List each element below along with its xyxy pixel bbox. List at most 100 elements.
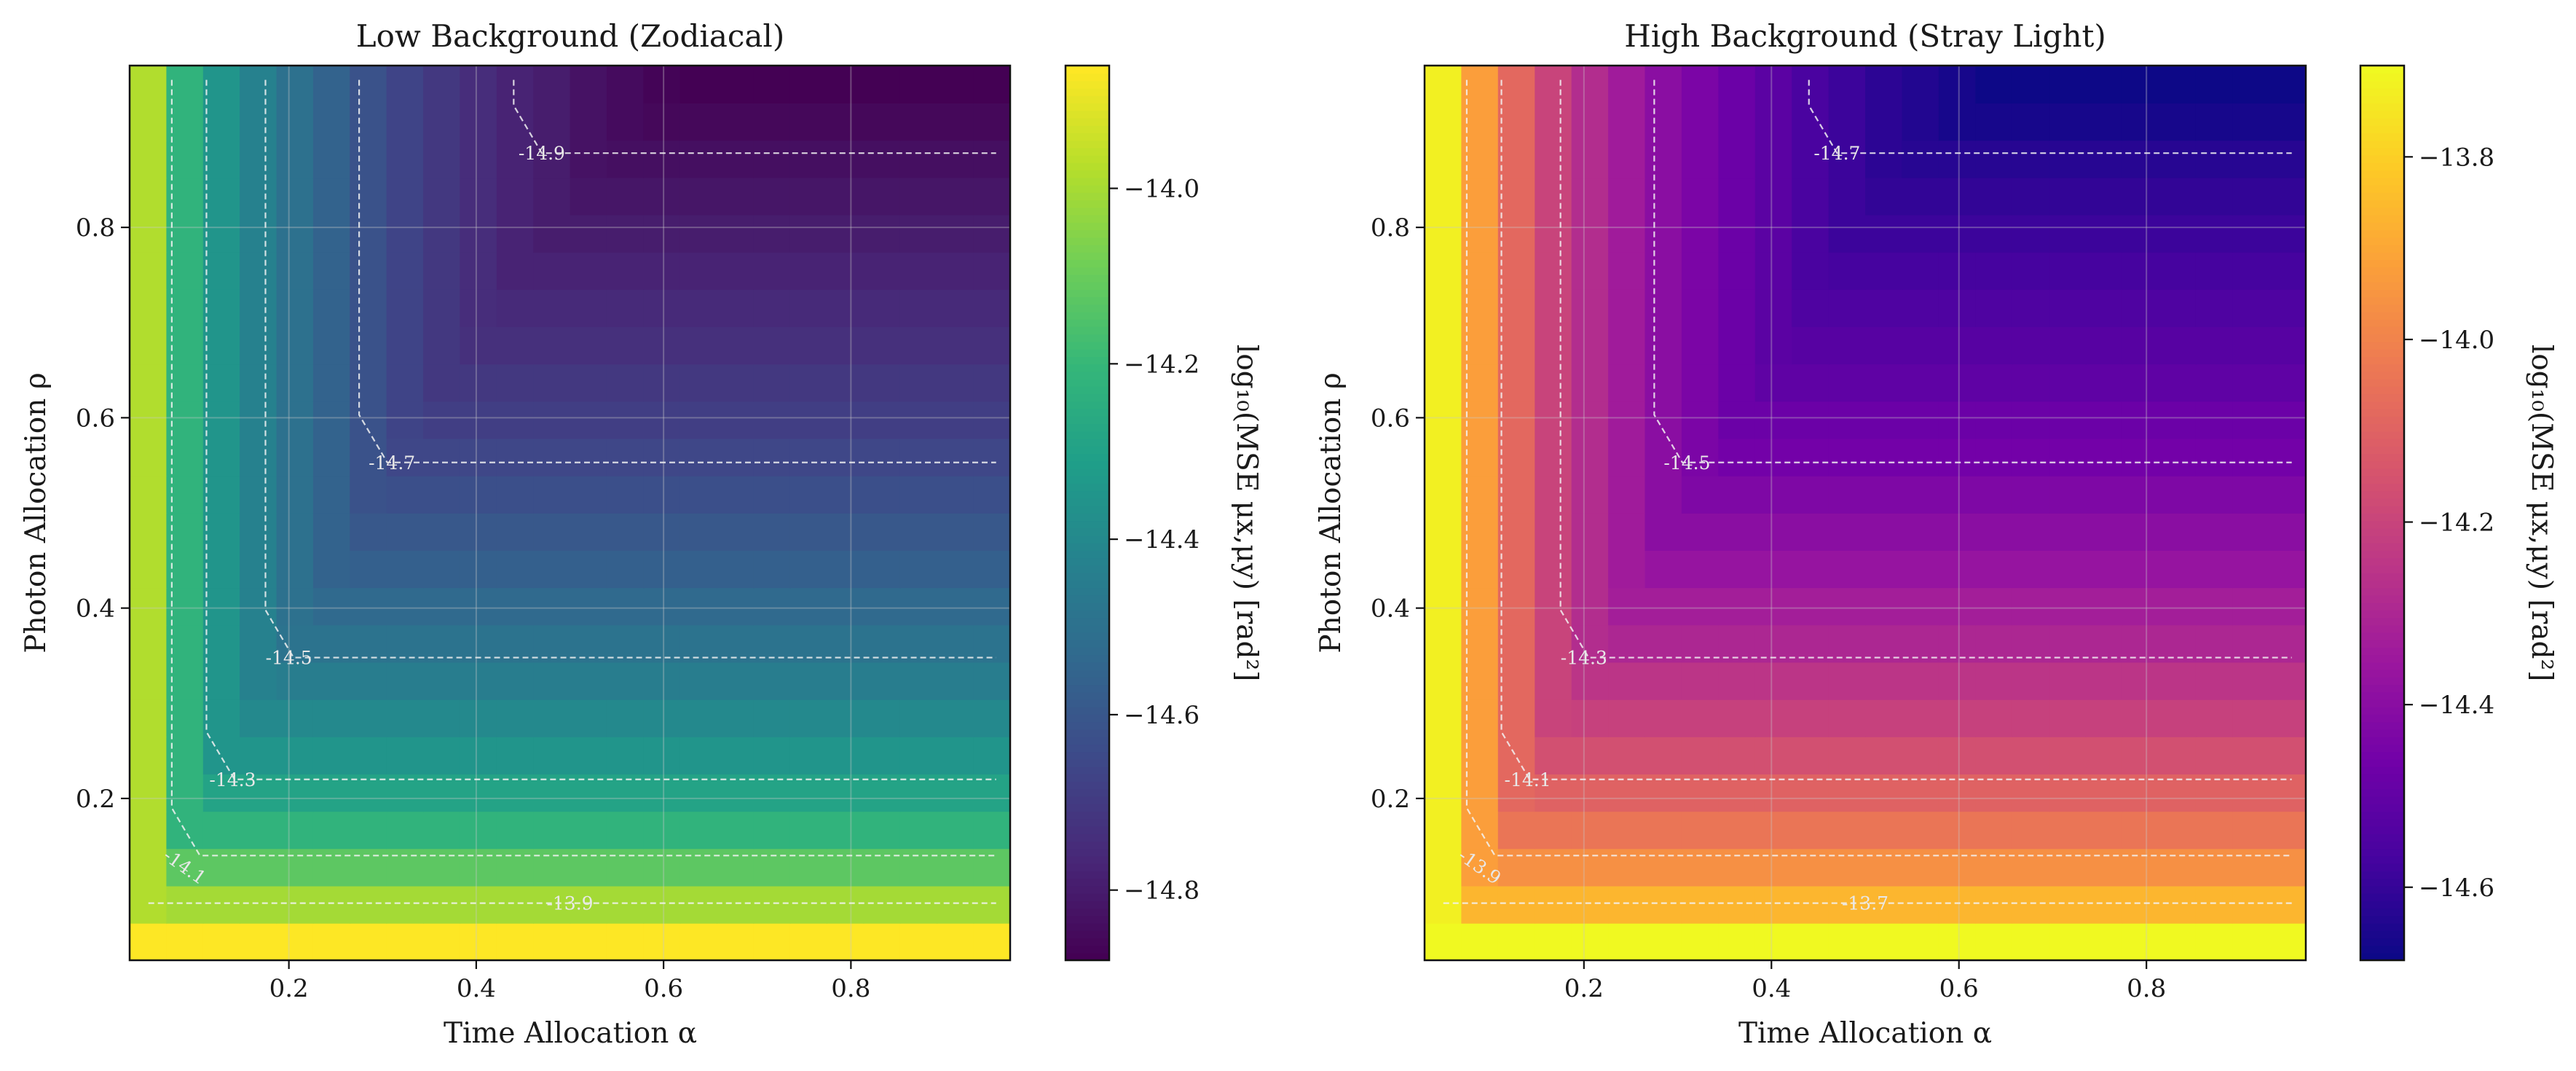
heatmap-cell (1865, 438, 1903, 476)
heatmap-cell (1792, 922, 1829, 961)
heatmap-cell (1754, 475, 1792, 514)
colorbar-swatch (2360, 490, 2404, 499)
heatmap-cell (2049, 401, 2087, 439)
heatmap-cell (827, 513, 864, 551)
colorbar-swatch (2360, 945, 2404, 954)
heatmap-cell (1828, 214, 1866, 253)
heatmap-cell (717, 922, 755, 961)
heatmap-cell (1645, 140, 1682, 178)
heatmap-cell (973, 103, 1011, 141)
axis-ticks: 0.2 0.4 0.6 0.8 0.2 0.4 0.6 0.8 (1371, 213, 2166, 1003)
heatmap-cell (1902, 364, 1939, 402)
colorbar-swatch (2360, 162, 2404, 171)
heatmap-cell (643, 364, 681, 402)
heatmap-cell (973, 811, 1011, 850)
heatmap-cell (717, 66, 755, 103)
heatmap-cell (1975, 811, 2013, 850)
heatmap-cell (937, 811, 974, 850)
heatmap-cell (1938, 214, 1976, 253)
heatmap-cell (1902, 885, 1939, 924)
heatmap-cell (423, 662, 461, 700)
heatmap-cell (827, 662, 864, 700)
heatmap-cell (753, 662, 791, 700)
heatmap-cell (1938, 326, 1976, 365)
heatmap-cell (827, 587, 864, 626)
heatmap-cell (2049, 811, 2087, 850)
heatmap-cell (606, 475, 645, 514)
heatmap-cell (570, 103, 607, 141)
heatmap-cell (1497, 699, 1535, 737)
colorbar-tick-label: −13.8 (2419, 143, 2494, 172)
heatmap-cell (2269, 922, 2307, 961)
heatmap-cell (570, 251, 607, 290)
heatmap-cell (570, 364, 607, 402)
heatmap-cell (1681, 811, 1720, 850)
heatmap-cell (1792, 66, 1829, 103)
heatmap-cell (1425, 438, 1462, 476)
heatmap-cell (606, 140, 645, 178)
heatmap-cell (937, 438, 974, 476)
heatmap-cell (973, 922, 1011, 961)
heatmap-cell (2159, 922, 2197, 961)
heatmap-cell (1425, 326, 1462, 365)
heatmap-cell (2122, 401, 2160, 439)
heatmap-cell (2159, 587, 2197, 626)
heatmap-cell (350, 66, 387, 103)
heatmap-cell (2012, 737, 2049, 774)
heatmap-cell (606, 438, 645, 476)
colorbar-swatch (1066, 483, 1109, 492)
heatmap-cell (240, 438, 277, 476)
colorbar-swatch (1066, 714, 1109, 723)
heatmap-cell (2232, 401, 2270, 439)
heatmap-cell (899, 401, 938, 439)
heatmap-cell (1792, 326, 1829, 365)
heatmap-cell (2159, 550, 2197, 589)
heatmap-cell (202, 177, 240, 216)
colorbar-swatch (2360, 901, 2404, 909)
heatmap-cell (350, 140, 387, 178)
heatmap-cell (937, 475, 974, 514)
colorbar-swatch (2360, 938, 2404, 946)
heatmap-cell (2085, 66, 2123, 103)
heatmap-cell (130, 737, 168, 774)
heatmap-cell (2122, 662, 2160, 700)
colorbar-swatch (2360, 721, 2404, 730)
heatmap-cell (460, 885, 497, 924)
heatmap-cell (1902, 587, 1939, 626)
heatmap-cell (276, 811, 314, 850)
heatmap-cell (202, 811, 240, 850)
heatmap-cell (1425, 922, 1462, 961)
colorbar-swatch (2360, 848, 2404, 857)
heatmap-cell (2049, 922, 2087, 961)
heatmap-cell (753, 699, 791, 737)
heatmap-cell (789, 251, 827, 290)
heatmap-cell (2049, 885, 2087, 924)
colorbar-swatch (2360, 393, 2404, 402)
heatmap-cell (276, 103, 314, 141)
heatmap-cell (386, 922, 424, 961)
colorbar-swatch (1066, 535, 1109, 544)
colorbar-swatch (2360, 602, 2404, 611)
heatmap-cell (423, 737, 461, 774)
heatmap-cell (680, 140, 717, 178)
heatmap-cell (1828, 66, 1866, 103)
heatmap-cell (2269, 140, 2307, 178)
heatmap-cell (827, 177, 864, 216)
heatmap-cell (423, 550, 461, 589)
colorbar-swatch (2360, 930, 2404, 939)
colorbar-swatch (2360, 237, 2404, 246)
heatmap-cell (1718, 438, 1756, 476)
heatmap-cell (2085, 475, 2123, 514)
heatmap-cell (130, 289, 168, 327)
heatmap-cell (1535, 364, 1572, 402)
heatmap-cell (1425, 289, 1462, 327)
heatmap-cell (973, 66, 1011, 103)
heatmap-cell (276, 624, 314, 663)
heatmap-cell (1865, 364, 1903, 402)
heatmap-cell (1535, 848, 1572, 887)
heatmap-cell (1681, 922, 1720, 961)
heatmap-cell (789, 624, 827, 663)
heatmap-cell (1571, 737, 1609, 774)
heatmap-cell (2085, 401, 2123, 439)
heatmap-cell (2012, 66, 2049, 103)
